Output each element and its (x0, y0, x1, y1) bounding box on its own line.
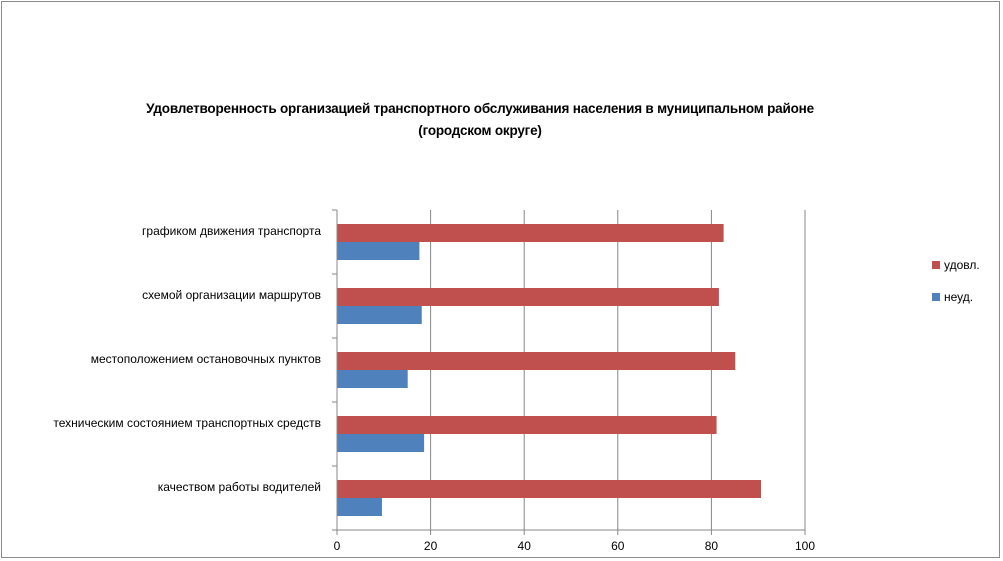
legend-item: удовл. (932, 258, 980, 272)
legend-swatch (932, 261, 940, 269)
legend-label: удовл. (944, 258, 980, 272)
category-label: техническим состоянием транспортных сред… (53, 416, 321, 430)
legend-item: неуд. (932, 290, 980, 304)
bar-neud-4 (337, 498, 382, 516)
chart-title-line-2: (городском округе) (418, 123, 542, 138)
legend-label: неуд. (944, 290, 974, 304)
bar-udovl-0 (337, 224, 724, 242)
x-tick-label: 40 (518, 539, 532, 553)
x-tick-label: 100 (795, 539, 815, 553)
bar-udovl-2 (337, 352, 736, 370)
legend: удовл. неуд. (932, 258, 980, 322)
category-label: графиком движения транспорта (142, 224, 321, 238)
bar-udovl-3 (337, 416, 717, 434)
x-tick-label: 20 (424, 539, 438, 553)
category-label: схемой организации маршрутов (142, 288, 321, 302)
bar-udovl-1 (337, 288, 719, 306)
bar-neud-1 (337, 306, 422, 324)
category-label: качеством работы водителей (158, 480, 321, 494)
category-label: местоположением остановочных пунктов (91, 352, 321, 366)
x-tick-label: 60 (611, 539, 625, 553)
x-tick-label: 80 (705, 539, 719, 553)
legend-swatch (932, 293, 940, 301)
x-tick-label: 0 (334, 539, 341, 553)
bar-neud-0 (337, 242, 420, 260)
chart-title-line-1: Удовлетворенность организацией транспорт… (146, 101, 814, 116)
bar-neud-3 (337, 434, 425, 452)
chart-title: Удовлетворенность организацией транспорт… (60, 98, 900, 142)
bar-neud-2 (337, 370, 408, 388)
bar-udovl-4 (337, 480, 762, 498)
